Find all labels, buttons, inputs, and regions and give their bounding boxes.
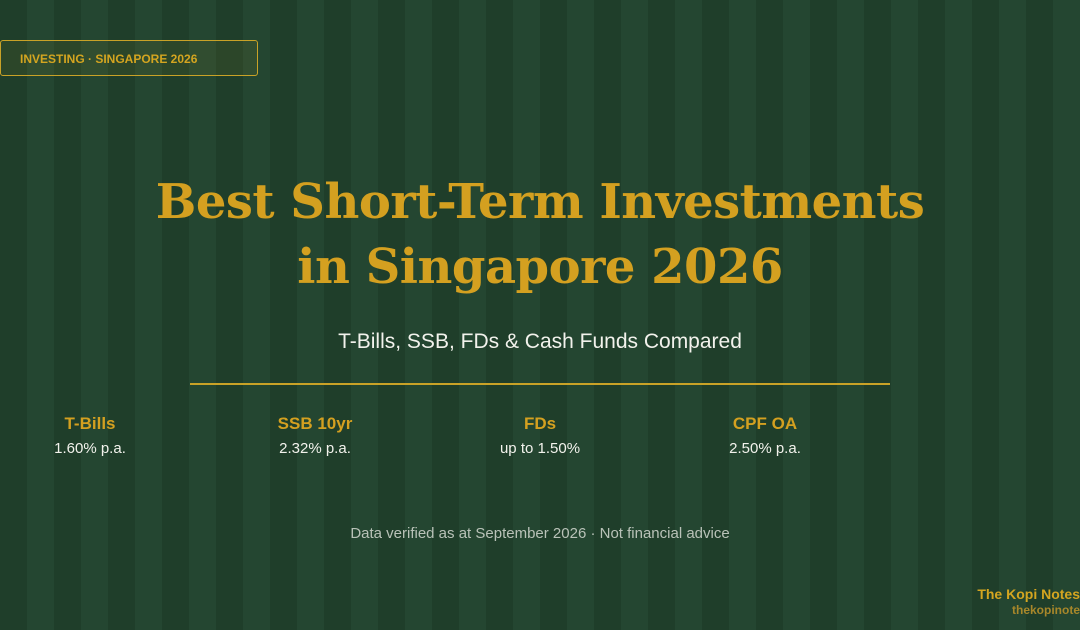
title-line: in Singapore 2026	[297, 239, 783, 295]
brand-url: thekopinote	[1012, 603, 1080, 617]
stat-label: FDs	[523, 414, 557, 433]
footnote: Data verified as at September 2026 · Not…	[350, 525, 730, 542]
stat-value: 2.50% p.a.	[729, 440, 801, 457]
stat-label: CPF OA	[732, 414, 798, 433]
brand-name: The Kopi Notes	[977, 586, 1080, 602]
stat-value: up to 1.50%	[499, 440, 581, 457]
divider	[190, 383, 890, 385]
stat-value: 2.32% p.a.	[279, 440, 351, 457]
stat-label: T-Bills	[64, 414, 116, 433]
stat-value: 1.60% p.a.	[54, 440, 126, 457]
category-badge: INVESTING · SINGAPORE 2026	[0, 40, 258, 76]
title-line: Best Short-Term Investments	[155, 174, 925, 230]
stat-label: SSB 10yr	[277, 414, 353, 433]
subtitle: T-Bills, SSB, FDs & Cash Funds Compared	[338, 330, 742, 353]
